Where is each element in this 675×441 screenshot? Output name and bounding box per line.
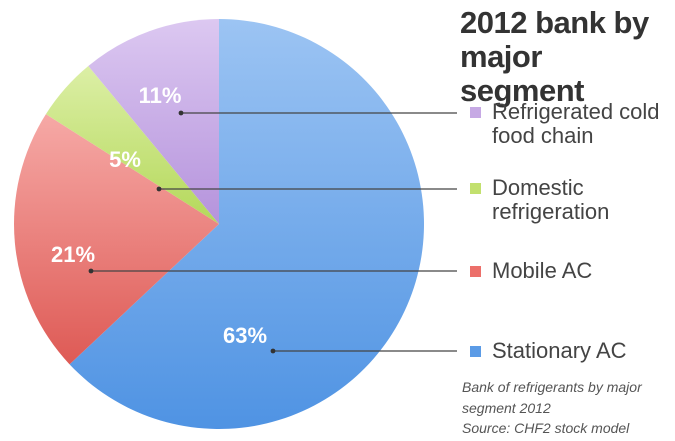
legend-label-domestic-refrigeration: Domestic refrigeration — [492, 175, 610, 224]
pie-slice-mobile-ac — [14, 114, 219, 365]
pie-slice-refrigerated-cold-food-chain — [88, 19, 219, 224]
data-label-domestic-refrigeration: 5% — [109, 147, 141, 172]
legend-label-refrigerated-cold-food-chain: Refrigerated cold food chain — [492, 99, 660, 148]
chart-source: Source: CHF2 stock model — [462, 420, 630, 436]
chart-title: 2012 bank by major segment — [460, 5, 649, 108]
leader-dot-refrigerated-cold-food-chain — [178, 110, 184, 116]
legend-label-mobile-ac: Mobile AC — [492, 258, 593, 283]
pie-slice-domestic-refrigeration — [45, 66, 219, 224]
legend-label-stationary-ac: Stationary AC — [492, 338, 627, 363]
legend-swatch-domestic-refrigeration — [470, 182, 481, 194]
legend-swatch-refrigerated-cold-food-chain — [470, 106, 481, 118]
leader-dot-mobile-ac — [88, 268, 94, 274]
data-label-stationary-ac: 63% — [223, 323, 267, 348]
leader-dot-stationary-ac — [270, 348, 276, 354]
data-label-refrigerated-cold-food-chain: 11% — [139, 83, 182, 108]
data-label-mobile-ac: 21% — [51, 242, 95, 267]
legend-swatch-mobile-ac — [470, 265, 481, 277]
legend-swatch-stationary-ac — [470, 345, 481, 357]
leader-dot-domestic-refrigeration — [156, 186, 162, 192]
pie-slice-stationary-ac — [69, 19, 425, 429]
chart-caption: Bank of refrigerants by major segment 20… — [462, 379, 642, 416]
